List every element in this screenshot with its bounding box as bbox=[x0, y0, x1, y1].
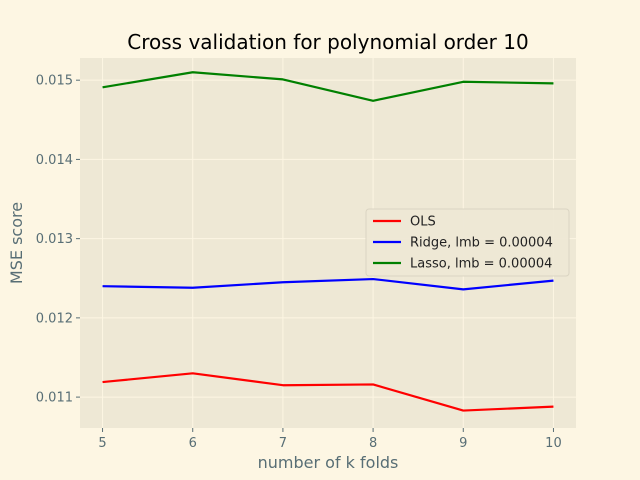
legend-label-ridge: Ridge, lmb = 0.00004 bbox=[410, 236, 553, 251]
grid-lines bbox=[80, 58, 576, 428]
x-tick-label: 10 bbox=[545, 436, 562, 451]
x-tick-label: 7 bbox=[279, 436, 287, 451]
legend-box bbox=[365, 208, 570, 277]
y-axis-label: MSE score bbox=[7, 202, 26, 284]
series-line-ridge bbox=[102, 277, 554, 291]
legend-label-lasso: Lasso, lmb = 0.00004 bbox=[410, 257, 552, 272]
x-tick-label: 8 bbox=[369, 436, 377, 451]
y-tick-label: 0.012 bbox=[36, 311, 73, 326]
x-tick-label: 9 bbox=[459, 436, 467, 451]
y-tick-label: 0.011 bbox=[36, 391, 73, 406]
y-tick-label: 0.015 bbox=[36, 74, 73, 89]
series-lines bbox=[102, 71, 554, 412]
series-line-lasso bbox=[102, 71, 554, 102]
axis-ticks: 5 6 7 8 9 10 0.011 0.012 0.013 0.014 0.015 bbox=[36, 74, 562, 451]
x-tick-label: 5 bbox=[98, 436, 106, 451]
legend: OLS Ridge, lmb = 0.00004 Lasso, lmb = 0.00… bbox=[365, 208, 570, 277]
x-axis-label: number of k folds bbox=[258, 453, 399, 472]
chart-title: Cross validation for polynomial order 10 bbox=[127, 30, 528, 54]
legend-label-ols: OLS bbox=[410, 215, 436, 230]
y-tick-label: 0.013 bbox=[36, 232, 73, 247]
y-tick-label: 0.014 bbox=[36, 153, 73, 168]
x-tick-label: 6 bbox=[189, 436, 197, 451]
series-line-ols bbox=[102, 372, 554, 412]
